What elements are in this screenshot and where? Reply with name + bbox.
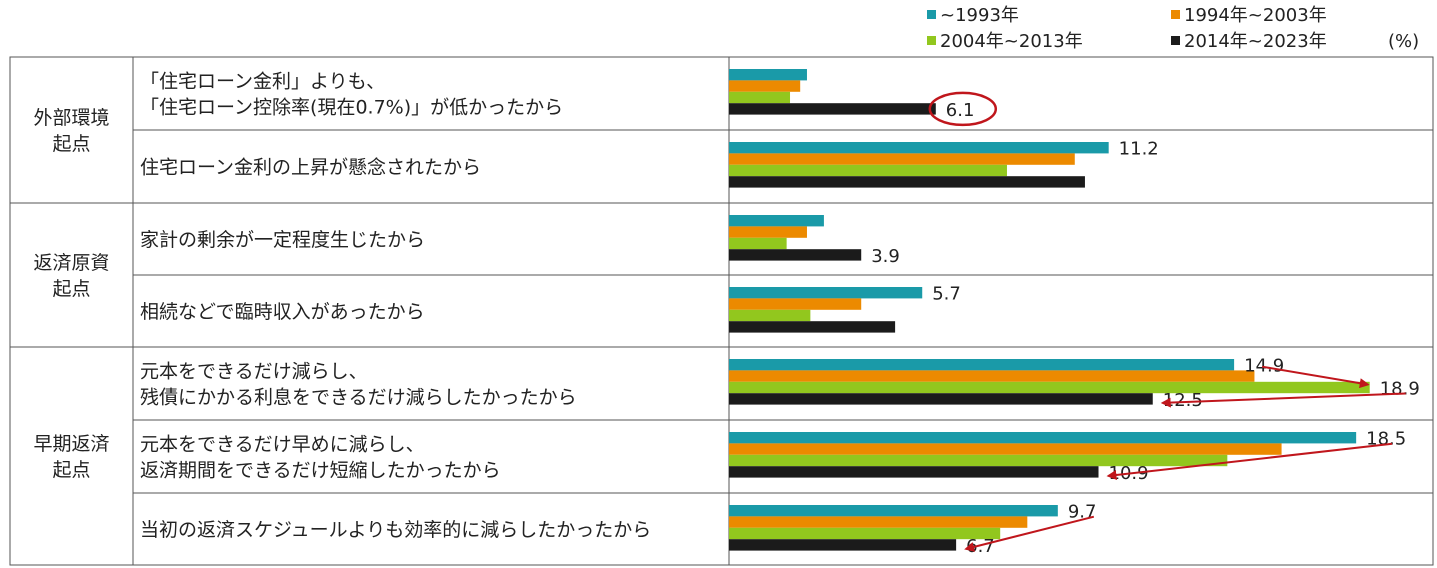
data-label: 11.2 <box>1119 139 1159 160</box>
data-label: 18.5 <box>1366 429 1406 450</box>
bar <box>729 153 1075 165</box>
bar <box>729 249 862 261</box>
trend-arrow <box>1106 442 1393 480</box>
legend-item: ~1993年 <box>927 5 1019 27</box>
bar <box>729 176 1085 188</box>
legend-swatch <box>1171 36 1180 45</box>
group-label: 起点 <box>52 133 90 155</box>
bar <box>729 287 923 299</box>
unit-label: (%) <box>1388 31 1420 52</box>
bar <box>729 539 957 551</box>
legend-item: 1994年~2003年 <box>1171 5 1327 27</box>
category-label: 「住宅ローン金利」よりも、 <box>140 71 385 93</box>
data-labels: 6.111.23.95.714.918.912.518.510.99.76.7 <box>871 100 1420 557</box>
bar <box>729 393 1153 405</box>
bar <box>729 516 1028 528</box>
legend-item: 2014年~2023年 <box>1171 31 1327 53</box>
legend-swatch <box>927 10 936 19</box>
legend-label: ~1993年 <box>940 5 1019 26</box>
bar <box>729 103 936 115</box>
bar <box>729 91 791 104</box>
bar <box>729 215 824 227</box>
category-label: 家計の剰余が一定程度生じたから <box>140 229 425 251</box>
category-label: 元本をできるだけ減らし、 <box>140 361 368 383</box>
bar <box>729 309 811 322</box>
legend-label: 2004年~2013年 <box>940 31 1083 52</box>
group-label: 返済原資 <box>33 252 109 274</box>
bar <box>729 226 807 238</box>
category-label: 元本をできるだけ早めに減らし、 <box>140 434 425 456</box>
table-border <box>9 56 1434 566</box>
bar <box>729 321 896 333</box>
category-label: 住宅ローン金利の上昇が懸念されたから <box>140 156 481 179</box>
trend-arrow <box>1160 392 1406 408</box>
bar <box>729 527 1001 540</box>
trend-arrow <box>1261 365 1370 389</box>
data-label: 18.9 <box>1380 379 1420 400</box>
bar <box>729 466 1099 478</box>
group-label: 起点 <box>52 278 90 300</box>
bar <box>729 69 807 81</box>
table-grid: 外部環境起点返済原資起点早期返済起点「住宅ローン金利」よりも、「住宅ローン控除率… <box>9 56 1434 566</box>
category-label: 残債にかかる利息をできるだけ減らしたかったから <box>140 387 577 409</box>
group-label: 起点 <box>52 459 90 481</box>
category-label: 相続などで臨時収入があったから <box>140 301 425 323</box>
category-label: 当初の返済スケジュールよりも効率的に減らしたかったから <box>140 519 651 541</box>
data-label: 5.7 <box>932 284 961 305</box>
legend-swatch <box>1171 10 1180 19</box>
legend-label: 2014年~2023年 <box>1184 31 1327 52</box>
bar <box>729 359 1235 371</box>
annotations <box>928 91 1406 552</box>
bar <box>729 443 1282 455</box>
bar <box>729 164 1007 177</box>
legend-label: 1994年~2003年 <box>1184 5 1327 26</box>
group-label: 外部環境 <box>33 107 109 129</box>
bar <box>729 237 787 250</box>
data-label: 3.9 <box>871 246 900 267</box>
category-label: 返済期間をできるだけ短縮したかったから <box>140 460 501 482</box>
legend-item: 2004年~2013年 <box>927 31 1083 53</box>
data-label: 6.1 <box>946 100 975 121</box>
bar <box>729 142 1109 154</box>
trend-arrow <box>964 515 1095 552</box>
category-label: 「住宅ローン控除率(現在0.7%)」が低かったから <box>140 97 563 119</box>
bar <box>729 454 1228 467</box>
bar <box>729 505 1058 517</box>
data-label: 6.7 <box>966 536 995 557</box>
data-label: 12.5 <box>1163 390 1203 411</box>
group-label: 早期返済 <box>33 433 109 455</box>
bar <box>729 381 1370 394</box>
bar <box>729 80 801 92</box>
bar <box>729 298 862 310</box>
bar <box>729 370 1255 382</box>
bars <box>729 69 1370 551</box>
legend-swatch <box>927 36 936 45</box>
bar <box>729 432 1357 444</box>
highlight-circle <box>928 91 998 127</box>
